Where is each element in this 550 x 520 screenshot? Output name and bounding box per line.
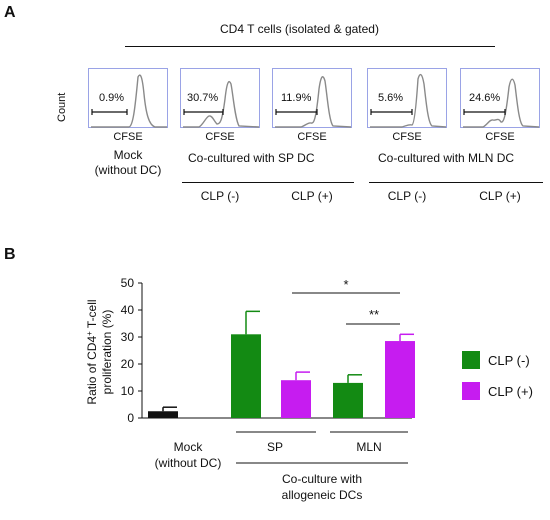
clp-label: CLP (-): [200, 189, 240, 203]
legend-swatch: [462, 351, 480, 369]
x-group-mock: Mock: [173, 440, 203, 454]
group-label-sp: Co-cultured with SP DC: [188, 151, 315, 165]
legend-swatch: [462, 382, 480, 400]
histogram-mln-clp-minus-plot: [370, 73, 447, 128]
histogram-curve: [370, 73, 447, 128]
y-axis: [141, 283, 412, 419]
bar-sp-clp-plus: [281, 380, 311, 418]
histogram-curve: [183, 81, 260, 128]
bar-sp-clp-minus: [231, 334, 261, 418]
x-group-sp: SP: [266, 440, 283, 454]
histogram-sp-clp-minus: 30.7%: [180, 68, 260, 128]
y-tick-label: 10: [121, 384, 135, 398]
histogram-sp-clp-plus-plot: [275, 76, 352, 128]
legend-label: CLP (-): [488, 353, 530, 368]
panel-a-header: CD4 T cells (isolated & gated): [220, 22, 379, 36]
histogram-mock: 0.9%: [88, 68, 168, 128]
bar-mln-clp-plus: [385, 341, 415, 418]
header-underline: [125, 46, 495, 47]
clp-label: CLP (-): [387, 189, 427, 203]
clp-label: CLP (+): [479, 189, 521, 203]
group-label-mln: Co-cultured with MLN DC: [378, 151, 515, 165]
x-group-mock-sub: (without DC): [154, 456, 222, 470]
x-group-mln: MLN: [356, 440, 382, 454]
y-tick-label: 0: [127, 411, 134, 425]
histogram-mln-clp-minus: 5.6%: [367, 68, 447, 128]
group-line-sp: [182, 182, 354, 183]
clp-label: CLP (+): [291, 189, 333, 203]
panel-b-label: B: [4, 246, 16, 263]
mock-sublabel: (without DC): [94, 163, 162, 177]
legend: CLP (-) CLP (+): [462, 351, 533, 400]
cfse-axis-label: CFSE: [113, 131, 143, 143]
cfse-axis-label: CFSE: [297, 131, 327, 143]
legend-label: CLP (+): [488, 384, 533, 399]
histogram-sp-clp-minus-plot: [183, 81, 260, 128]
mock-label: Mock: [113, 148, 143, 162]
histogram-curve: [275, 76, 352, 128]
y-tick-label: 30: [121, 330, 135, 344]
histogram-percent: 24.6%: [469, 92, 501, 104]
cfse-axis-label: CFSE: [392, 131, 422, 143]
cfse-axis-label: CFSE: [205, 131, 235, 143]
y-axis-label-line2: proliferation (%): [100, 310, 114, 395]
histogram-mln-clp-plus: 24.6%: [460, 68, 540, 128]
histogram-mock-plot: [91, 74, 167, 128]
histogram-sp-clp-plus: 11.9%: [272, 68, 352, 128]
significance-star: *: [343, 277, 348, 292]
y-tick-label: 20: [121, 357, 135, 371]
bar-mln-clp-minus: [333, 382, 363, 418]
coculture-sublabel: allogeneic DCs: [281, 488, 363, 502]
histogram-percent: 0.9%: [99, 92, 125, 104]
y-axis-label-line1: Ratio of CD4+ T-cell: [85, 299, 100, 404]
group-line-mln: [369, 182, 543, 183]
histogram-curve: [91, 74, 167, 128]
histogram-percent: 5.6%: [378, 92, 404, 104]
y-tick-label: 50: [121, 276, 135, 290]
significance-stars: **: [369, 307, 379, 322]
bar-mock: [148, 411, 178, 418]
coculture-label: Co-culture with: [281, 472, 363, 486]
cfse-axis-label: CFSE: [485, 131, 515, 143]
panel-a-label: A: [4, 4, 16, 21]
histogram-percent: 30.7%: [187, 92, 219, 104]
histogram-mln-clp-plus-plot: [463, 78, 540, 128]
histogram-percent: 11.9%: [281, 92, 312, 104]
y-tick-label: 40: [121, 303, 135, 317]
